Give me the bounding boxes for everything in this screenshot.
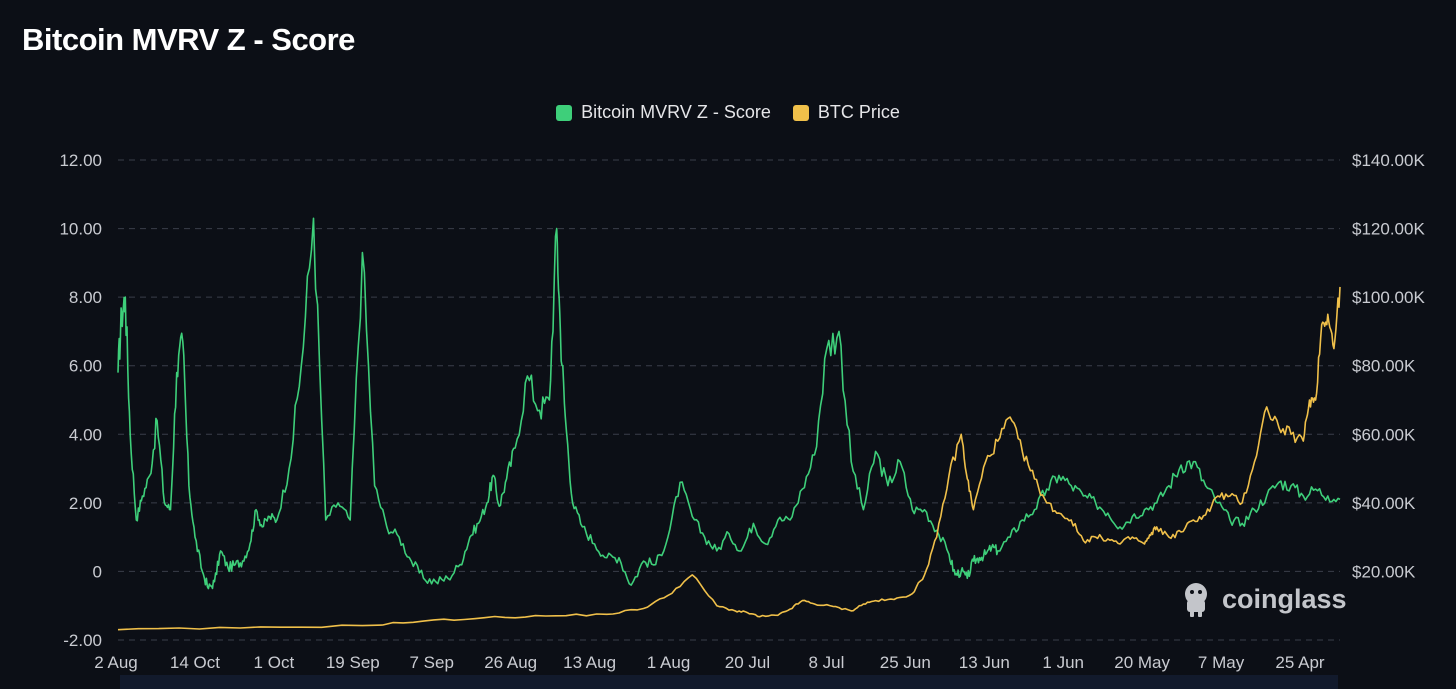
y-right-tick-label: $80.00K bbox=[1352, 357, 1416, 376]
chart-title: Bitcoin MVRV Z - Score bbox=[22, 22, 355, 57]
x-tick-label: 2 Aug bbox=[94, 653, 138, 672]
y-left-tick-label: 0 bbox=[93, 562, 102, 581]
legend: Bitcoin MVRV Z - Score BTC Price bbox=[0, 102, 1456, 123]
y-left-tick-label: -2.00 bbox=[63, 631, 102, 650]
legend-item-mvrv[interactable]: Bitcoin MVRV Z - Score bbox=[556, 102, 771, 123]
x-tick-label: 19 Sep bbox=[326, 653, 380, 672]
y-left-tick-label: 12.00 bbox=[59, 151, 102, 170]
x-tick-label: 8 Jul bbox=[808, 653, 844, 672]
watermark: coinglass bbox=[1178, 580, 1347, 618]
x-tick-label: 13 Jun bbox=[959, 653, 1010, 672]
price-series-line bbox=[117, 286, 1341, 631]
x-tick-label: 1 Oct bbox=[254, 653, 295, 672]
legend-item-price[interactable]: BTC Price bbox=[792, 102, 900, 123]
legend-swatch-mvrv bbox=[556, 104, 573, 121]
x-tick-label: 20 May bbox=[1114, 653, 1170, 672]
y-right-tick-label: $40.00K bbox=[1352, 494, 1416, 513]
y-left-tick-label: 8.00 bbox=[69, 288, 102, 307]
y-right-tick-label: $20.00K bbox=[1352, 562, 1416, 581]
y-right-tick-label: $60.00K bbox=[1352, 425, 1416, 444]
x-tick-label: 7 Sep bbox=[410, 653, 454, 672]
y-right-tick-label: $140.00K bbox=[1352, 151, 1425, 170]
y-left-tick-label: 6.00 bbox=[69, 357, 102, 376]
x-tick-label: 26 Aug bbox=[484, 653, 537, 672]
y-right-tick-label: $100.00K bbox=[1352, 288, 1425, 307]
mvrv-series-line bbox=[117, 217, 1341, 590]
coinglass-logo-icon bbox=[1185, 583, 1207, 617]
legend-label-price: BTC Price bbox=[817, 102, 900, 122]
y-left-tick-label: 4.00 bbox=[69, 425, 102, 444]
y-left-tick-label: 10.00 bbox=[59, 220, 102, 239]
x-tick-label: 7 May bbox=[1198, 653, 1245, 672]
legend-label-mvrv: Bitcoin MVRV Z - Score bbox=[581, 102, 771, 122]
x-tick-label: 25 Jun bbox=[880, 653, 931, 672]
y-left-tick-label: 2.00 bbox=[69, 494, 102, 513]
watermark-text: coinglass bbox=[1222, 583, 1347, 614]
x-tick-label: 20 Jul bbox=[725, 653, 770, 672]
scroll-bar[interactable] bbox=[120, 675, 1338, 689]
x-tick-label: 1 Aug bbox=[647, 653, 691, 672]
legend-swatch-price bbox=[792, 104, 809, 121]
x-tick-label: 14 Oct bbox=[170, 653, 220, 672]
x-tick-label: 13 Aug bbox=[563, 653, 616, 672]
y-right-tick-label: $120.00K bbox=[1352, 220, 1425, 239]
x-tick-label: 1 Jun bbox=[1042, 653, 1084, 672]
x-tick-label: 25 Apr bbox=[1275, 653, 1324, 672]
